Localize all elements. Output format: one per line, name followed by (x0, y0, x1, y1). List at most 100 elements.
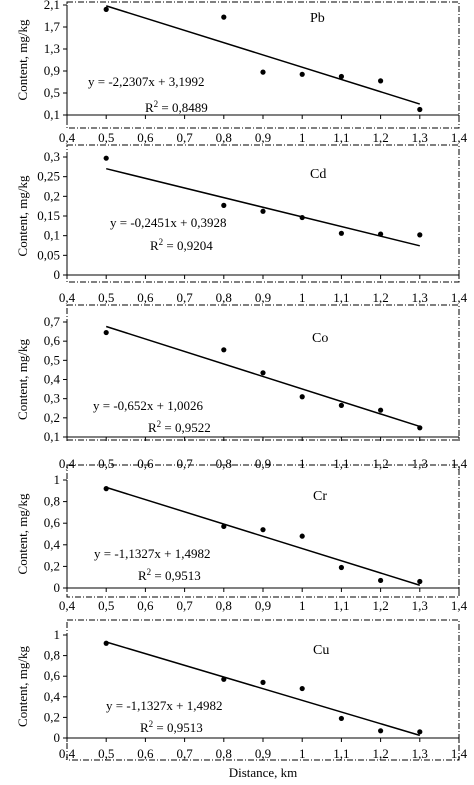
element-label: Pb (310, 11, 325, 26)
data-point (221, 14, 227, 20)
chart-panel-cd: 0 0,05 0,1 0,15 0,2 0,25 0,3 0,4 0,5 0,6 0,7 0,8 0,9… (15, 144, 468, 305)
x-tick-label: 1,2 (372, 598, 388, 613)
x-tick-label: 0,5 (98, 746, 114, 761)
x-tick-label: 1,1 (333, 746, 349, 761)
data-point (103, 6, 109, 12)
data-point (103, 640, 109, 646)
x-tick-label: 0,5 (98, 290, 114, 305)
x-tick-label: 1 (299, 746, 306, 761)
y-tick-label: 0 (54, 580, 61, 595)
x-tick-label: 0,5 (98, 598, 114, 613)
x-tick-label: 0,8 (216, 130, 232, 145)
x-tick-label: 1 (299, 456, 306, 471)
panel-frame (66, 1, 460, 129)
x-axis-label: Distance, km (229, 765, 298, 780)
r-squared: R2 = 0,9513 (140, 719, 203, 735)
x-tick-label: 0,6 (137, 456, 154, 471)
data-point (299, 71, 305, 77)
x-tick-label: 1,2 (372, 456, 388, 471)
regression-equation: y = -0,2451x + 0,3928 (110, 215, 227, 230)
y-tick-label: 2,1 (44, 0, 60, 12)
r-squared: R2 = 0,8489 (145, 99, 208, 115)
y-tick-label: 0,5 (44, 352, 60, 367)
data-point (221, 676, 227, 682)
y-tick-label: 0 (54, 730, 61, 745)
y-tick-label: 0,4 (44, 689, 61, 704)
data-point (103, 329, 109, 336)
data-point (338, 402, 344, 408)
y-tick-label: 0,15 (37, 208, 60, 223)
data-point (299, 394, 305, 400)
element-label: Cd (310, 167, 326, 182)
x-tick-label: 0,6 (137, 290, 154, 305)
x-tick-label: 1,4 (451, 130, 468, 145)
x-tick-label: 0,8 (216, 598, 232, 613)
data-point (417, 729, 423, 735)
data-point (299, 533, 305, 539)
x-tick-label: 0,6 (137, 746, 154, 761)
x-tick-label: 0,9 (255, 456, 271, 471)
trendline (105, 325, 421, 428)
y-tick-label: 0,2 (44, 558, 60, 573)
y-axis-label: Content, mg/kg (15, 175, 30, 256)
x-tick-label: 1,2 (372, 130, 388, 145)
y-tick-label: 0,2 (44, 410, 60, 425)
data-point (338, 564, 344, 571)
trendline (105, 641, 421, 737)
r-squared: R2 = 0,9513 (138, 567, 201, 583)
data-point (378, 78, 384, 84)
regression-equation: y = -1,1327x + 1,4982 (94, 546, 211, 561)
x-tick-label: 1,1 (333, 598, 349, 613)
data-point (378, 407, 384, 413)
element-label: Cr (313, 489, 327, 504)
x-tick-label: 1,3 (412, 290, 428, 305)
data-point (221, 202, 227, 208)
y-tick-label: 0,8 (44, 494, 60, 509)
x-tick-label: 1,3 (412, 598, 428, 613)
data-point (260, 679, 266, 685)
regression-equation: y = -2,2307x + 3,1992 (88, 74, 205, 89)
x-tick-label: 1,2 (372, 746, 388, 761)
x-tick-label: 1,4 (451, 746, 468, 761)
x-tick-label: 1,3 (412, 746, 428, 761)
data-point (260, 527, 266, 533)
data-point (260, 69, 266, 75)
element-label: Co (312, 331, 328, 346)
y-tick-label: 1,3 (44, 41, 60, 56)
regression-equation: y = -0,652x + 1,0026 (93, 398, 203, 413)
y-tick-label: 0,9 (44, 63, 60, 78)
data-point (103, 486, 109, 492)
x-tick-label: 0,7 (176, 290, 193, 305)
y-tick-label: 0,7 (44, 314, 61, 329)
y-tick-label: 0,4 (44, 537, 61, 552)
y-tick-label: 0,6 (44, 333, 61, 348)
y-tick-label: 0,3 (44, 149, 60, 164)
panel-frame (66, 144, 460, 283)
x-tick-label: 0,8 (216, 746, 232, 761)
x-tick-label: 0,9 (255, 598, 271, 613)
x-tick-label: 1,3 (412, 130, 428, 145)
element-label: Cu (313, 643, 329, 658)
x-tick-label: 0,7 (176, 456, 193, 471)
data-point (378, 728, 384, 734)
x-tick-label: 0,7 (176, 746, 193, 761)
data-point (103, 155, 109, 161)
trendline (105, 486, 421, 586)
x-tick-label: 0,9 (255, 746, 271, 761)
x-tick-label: 0,8 (216, 456, 232, 471)
x-tick-label: 0,4 (59, 290, 76, 305)
x-tick-label: 0,5 (98, 130, 114, 145)
x-tick-label: 0,7 (176, 130, 193, 145)
data-point (417, 232, 423, 238)
data-point (378, 231, 384, 237)
trendline (105, 5, 421, 105)
y-tick-label: 0,1 (44, 107, 60, 122)
x-tick-label: 1,1 (333, 290, 349, 305)
x-tick-label: 1,1 (333, 456, 349, 471)
y-tick-label: 1,7 (44, 19, 61, 34)
y-tick-label: 0,6 (44, 668, 61, 683)
data-point (299, 685, 305, 692)
data-point (378, 577, 384, 584)
y-tick-label: 0,6 (44, 515, 61, 530)
